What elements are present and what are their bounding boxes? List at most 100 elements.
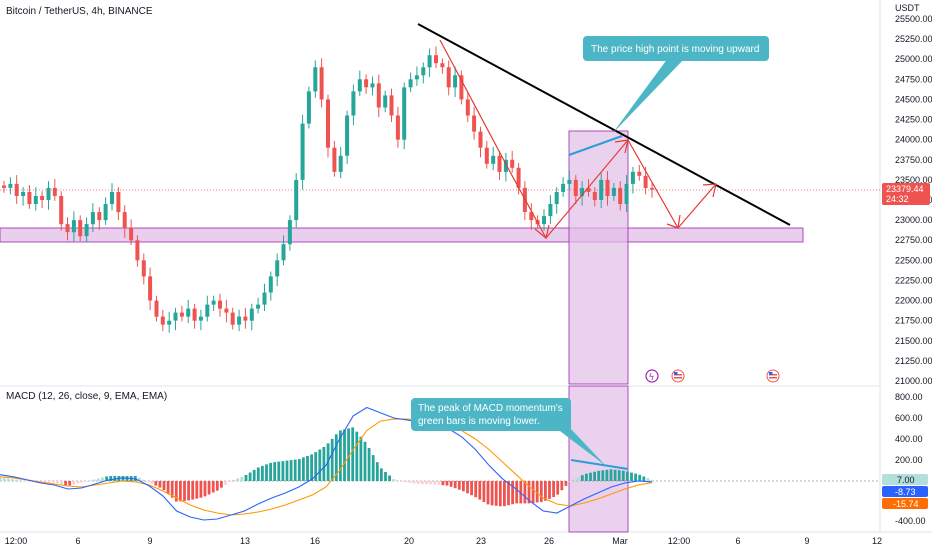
hist-bar-118 [482,481,486,502]
hist-bar-20 [80,481,84,483]
us-flag-event-icon-2[interactable] [766,369,780,383]
higher-high-line [568,135,623,156]
hist-bar-7 [27,481,31,482]
candle-body-83 [529,212,534,221]
time-tick-9: 12:00 [668,536,691,546]
hist-bar-146 [597,470,601,481]
candle-body-26 [167,320,172,325]
macd-value-tags: 7.00 -8.73 -15.74 [882,474,928,509]
hist-bar-47 [191,481,195,500]
price-callout: The price high point is moving upward [583,36,769,134]
candle-body-48 [306,91,311,124]
hist-bar-93 [380,468,383,481]
hist-bar-70 [285,460,289,481]
hist-bar-79 [322,447,326,481]
hist-bar-106 [433,481,437,485]
hist-bar-35 [142,479,145,481]
price-tick-4: 22000.00 [895,296,932,306]
candle-body-71 [453,75,458,88]
candle-body-50 [319,67,324,100]
candle-body-78 [497,155,502,172]
arrow-head-down-2 [666,214,681,229]
candle-body-89 [567,179,572,184]
hist-bar-87 [355,431,359,481]
hist-bar-2 [6,478,10,481]
hist-bar-17 [68,481,72,486]
hist-bar-153 [626,471,629,481]
macd-callout-line1: The peak of MACD momentum's [418,403,563,414]
price-tick-7: 22750.00 [895,235,932,245]
hist-bar-135 [552,481,555,497]
hist-bar-96 [392,479,396,481]
hist-bar-49 [199,481,203,498]
hist-bar-145 [593,471,596,481]
hist-bar-86 [351,427,355,481]
price-callout-pointer [612,58,685,134]
hist-tag-box [882,474,928,485]
hist-bar-40 [162,481,166,490]
hist-bar-102 [416,481,420,484]
candle-body-55 [351,91,356,116]
hist-bar-41 [166,481,170,494]
candle-body-13 [84,224,89,237]
candle-body-69 [440,63,445,68]
us-flag-event-icon-1[interactable] [671,369,685,383]
hist-bar-113 [462,481,465,492]
lightning-glyph: ϟ [649,373,655,383]
hist-bar-53 [215,481,219,491]
candle-body-10 [65,224,70,233]
time-tick-1: 6 [75,536,80,546]
price-callout-box [583,36,769,61]
hist-bar-119 [486,481,490,505]
hist-bar-91 [371,455,375,481]
hist-bar-126 [515,481,519,504]
hist-bar-71 [289,460,293,481]
hist-bar-99 [404,481,408,483]
candle-body-2 [14,183,19,196]
hist-bar-131 [535,481,539,503]
hist-bar-55 [224,481,227,485]
hist-bar-83 [339,430,342,481]
symbol-title: Bitcoin / TetherUS, 4h, BINANCE [6,6,153,17]
candle-body-93 [592,192,597,200]
time-tick-2: 9 [147,536,152,546]
macd-callout: The peak of MACD momentum's green bars i… [411,398,606,466]
flag-stripe-3 [769,374,777,376]
hist-bar-39 [158,481,162,488]
hist-bar-62 [252,469,256,481]
hist-bar-121 [494,481,498,506]
candle-body-34 [218,300,222,309]
candle-body-23 [148,276,153,301]
hist-bar-140 [572,479,576,481]
hist-bar-36 [146,481,149,482]
candle-body-49 [313,67,318,92]
candle-body-102 [650,187,654,190]
lightning-event-icon[interactable] [645,369,659,383]
time-tick-10: 6 [735,536,740,546]
hist-bar-132 [539,481,543,502]
candle-body-29 [186,308,191,317]
price-tick-0: 21000.00 [895,376,932,386]
time-tick-8: Mar [612,536,628,546]
candle-body-6 [40,196,45,200]
price-tick-12: 24000.00 [895,135,932,145]
hist-bar-5 [19,480,22,481]
hist-bar-125 [511,481,514,505]
price-tick-14: 24500.00 [895,94,932,104]
candle-body-80 [510,159,515,168]
hist-bar-54 [220,481,223,488]
price-tick-5: 22250.00 [895,275,932,285]
hist-bar-130 [531,481,535,503]
hist-bar-120 [490,481,494,506]
hist-bar-60 [244,475,248,481]
time-tick-11: 9 [804,536,809,546]
hist-bar-142 [580,475,584,481]
candle-body-98 [624,183,629,204]
hist-bar-159 [650,479,654,481]
candle-body-76 [484,147,489,164]
candle-body-16 [103,204,108,221]
hist-bar-150 [613,469,617,481]
hist-bar-128 [523,481,527,504]
candle-body-75 [478,131,483,148]
hist-bar-68 [277,461,281,481]
